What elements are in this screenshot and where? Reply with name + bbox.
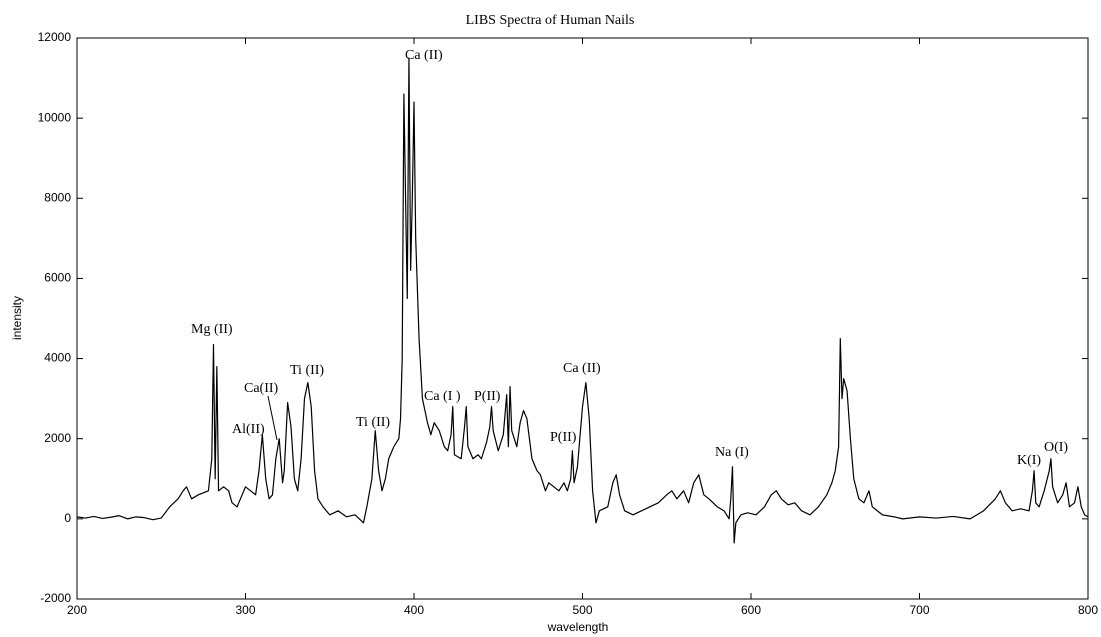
y-tick-label: 12000 (38, 30, 72, 44)
y-tick-label: 10000 (38, 110, 72, 124)
annotation-leader (267, 395, 278, 441)
peak-annotation: Ca (II) (563, 361, 601, 376)
x-tick-label: 500 (572, 603, 592, 617)
x-tick-label: 600 (741, 603, 761, 617)
x-tick-label: 700 (909, 603, 929, 617)
peak-annotation: Ti (II) (290, 363, 324, 378)
peak-annotation: O(I) (1044, 440, 1068, 455)
y-tick-label: 4000 (44, 351, 71, 365)
y-tick-label: 6000 (44, 271, 71, 285)
y-tick-label: -2000 (40, 591, 71, 605)
peak-annotation: Ca (I ) (424, 389, 461, 404)
x-tick-label: 300 (235, 603, 255, 617)
y-tick-label: 2000 (44, 431, 71, 445)
peak-annotation: Ca(II) (244, 381, 279, 396)
spectrum-line (76, 57, 1089, 544)
peak-annotation: P(II) (550, 430, 577, 445)
x-tick-label: 200 (67, 603, 87, 617)
y-axis-label: intensity (10, 296, 24, 340)
peak-annotation: Ti (II) (356, 415, 390, 430)
peak-annotation: P(II) (474, 389, 501, 404)
x-axis-label: wavelength (547, 620, 609, 634)
peak-annotation: Ca (II) (405, 48, 443, 63)
peak-annotation: K(I) (1017, 453, 1041, 468)
chart-title: LIBS Spectra of Human Nails (466, 13, 635, 28)
x-tick-label: 400 (404, 603, 424, 617)
y-tick-label: 8000 (44, 190, 71, 204)
y-tick-label: 0 (64, 511, 71, 525)
peak-annotation: Mg (II) (191, 322, 233, 337)
plot-frame (76, 37, 1089, 600)
peak-annotation: Al(II) (232, 422, 265, 437)
peak-annotation: Na (I) (715, 445, 749, 460)
x-tick-label: 800 (1078, 603, 1098, 617)
